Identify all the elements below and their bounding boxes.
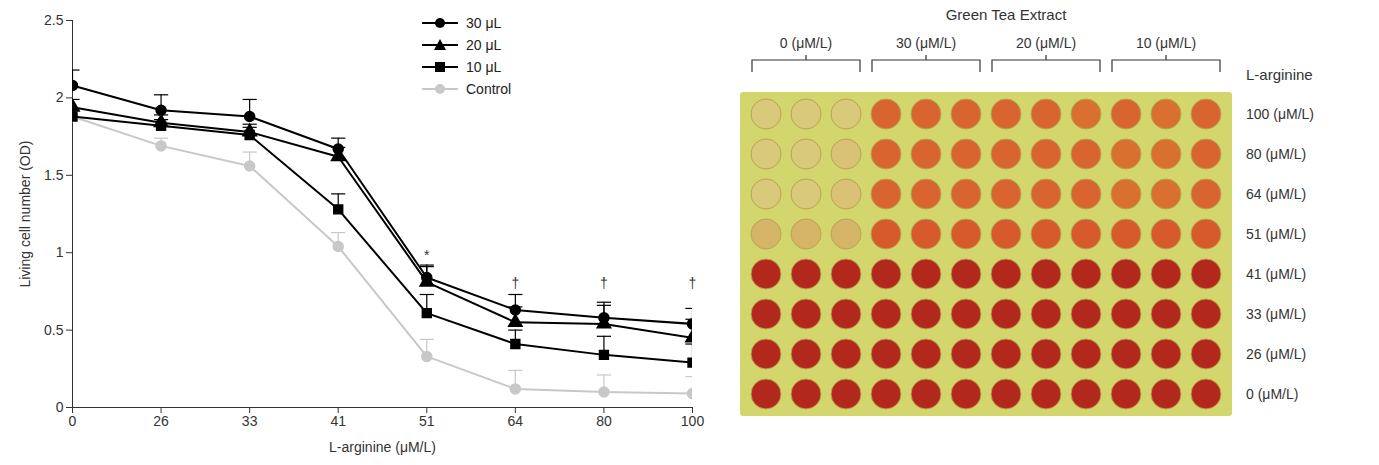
- svg-text:L-arginine: L-arginine: [1246, 66, 1313, 83]
- html-text:Control: Control: [466, 81, 512, 97]
- svg-text:100 (μM/L): 100 (μM/L): [1246, 106, 1314, 122]
- svg-text:†: †: [511, 275, 519, 291]
- svg-text:1.5: 1.5: [44, 167, 64, 183]
- svg-text:2: 2: [56, 89, 64, 105]
- svg-text:100: 100: [681, 413, 705, 429]
- svg-text:64: 64: [508, 413, 524, 429]
- html-text:30 μL: 30 μL: [466, 15, 502, 31]
- svg-text:26 (μM/L): 26 (μM/L): [1246, 346, 1306, 362]
- svg-text:10 (μM/L): 10 (μM/L): [1136, 35, 1196, 51]
- svg-text:1: 1: [56, 244, 64, 260]
- svg-text:80 (μM/L): 80 (μM/L): [1246, 146, 1306, 162]
- svg-text:L-arginine (μM/L): L-arginine (μM/L): [329, 439, 436, 455]
- svg-text:†: †: [600, 275, 608, 291]
- svg-text:30 (μM/L): 30 (μM/L): [896, 35, 956, 51]
- svg-text:†: †: [689, 275, 697, 291]
- svg-text:Green Tea Extract: Green Tea Extract: [946, 6, 1067, 23]
- svg-text:33 (μM/L): 33 (μM/L): [1246, 306, 1306, 322]
- svg-text:0: 0: [69, 413, 77, 429]
- svg-text:26: 26: [153, 413, 169, 429]
- svg-text:41 (μM/L): 41 (μM/L): [1246, 266, 1306, 282]
- svg-text:2.5: 2.5: [44, 12, 64, 28]
- svg-text:*: *: [424, 247, 430, 263]
- svg-text:0 (μM/L): 0 (μM/L): [1246, 386, 1298, 402]
- svg-text:33: 33: [242, 413, 258, 429]
- svg-text:0 (μM/L): 0 (μM/L): [780, 35, 832, 51]
- svg-text:0: 0: [56, 399, 64, 415]
- svg-text:Living cell number (OD): Living cell number (OD): [17, 140, 33, 287]
- svg-text:51: 51: [419, 413, 435, 429]
- svg-text:20 (μM/L): 20 (μM/L): [1016, 35, 1076, 51]
- html-text:10 μL: 10 μL: [466, 59, 502, 75]
- svg-text:80: 80: [596, 413, 612, 429]
- svg-text:0.5: 0.5: [44, 322, 64, 338]
- html-text:20 μL: 20 μL: [466, 37, 502, 53]
- svg-text:51 (μM/L): 51 (μM/L): [1246, 226, 1306, 242]
- svg-text:41: 41: [330, 413, 346, 429]
- svg-text:64 (μM/L): 64 (μM/L): [1246, 186, 1306, 202]
